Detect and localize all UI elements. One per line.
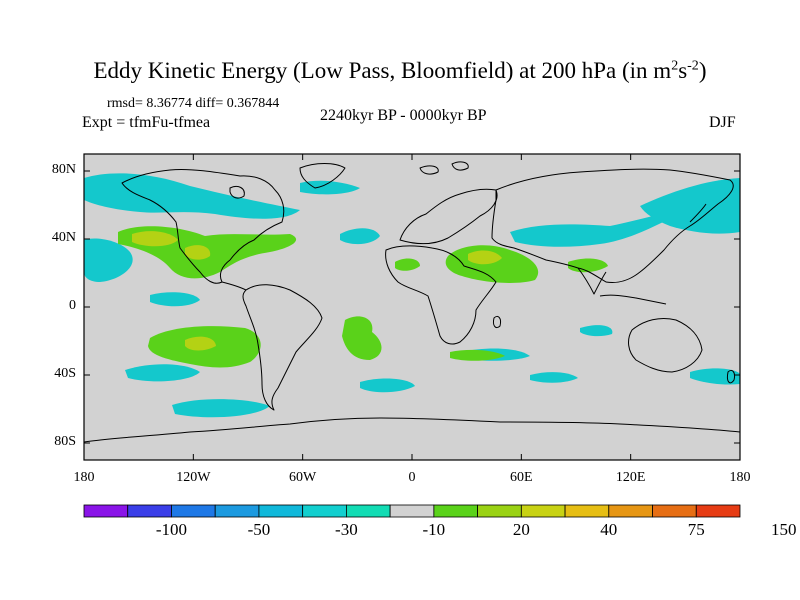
colorbar-label: 20 [512, 520, 530, 539]
anomaly-africa-core [468, 250, 502, 265]
colorbar-box [171, 504, 216, 518]
y-tick-label: 40S [54, 366, 76, 381]
x-tick-label: 180 [729, 470, 751, 485]
coastline-arctic-islands [419, 165, 439, 175]
anomaly-south-pacific-b [172, 399, 270, 418]
colorbar-box [345, 504, 391, 518]
anomaly-south-pacific-a [125, 364, 200, 382]
colorbar-label: -10 [422, 520, 446, 539]
x-tick-label: 120E [615, 470, 646, 485]
x-tick-label: 0 [408, 470, 416, 485]
negative-anomaly-regions [84, 173, 740, 418]
anomaly-mexico-core [185, 245, 211, 260]
colorbar-box [258, 504, 304, 518]
anomaly-south-america-east [342, 316, 382, 360]
coastlines [84, 161, 740, 443]
y-tick-label: 40N [51, 230, 76, 245]
coastline-indonesia [599, 294, 667, 305]
y-tick-label: 80N [51, 162, 76, 177]
coastline-new-zealand [727, 369, 735, 384]
anomaly-arctic-pacific [300, 180, 360, 195]
colorbar-box [564, 504, 610, 518]
x-tick-label: 180 [73, 470, 95, 485]
stats-text: rmsd= 8.36774 diff= 0.367844 [107, 96, 280, 111]
coastline-japan [689, 203, 707, 223]
colorbar-box [652, 504, 697, 518]
anomaly-north-pacific [84, 173, 300, 219]
anomaly-east-pacific-south [150, 292, 200, 307]
experiment-label: Expt = tfmFu-tfmea [82, 114, 211, 131]
strong-positive-regions [132, 231, 502, 351]
y-tick-label: 0 [69, 298, 76, 313]
period-label: 2240kyr BP - 0000kyr BP [320, 107, 487, 124]
anomaly-atlantic-north [340, 228, 380, 245]
colorbar-label: 150 [770, 520, 797, 539]
coastline-australia [628, 317, 703, 373]
anomaly-south-pacific-core [185, 336, 216, 351]
colorbar-label: 40 [600, 520, 618, 539]
colorbar-box [389, 504, 435, 518]
y-tick-label: 80S [54, 434, 76, 449]
coastline-antarctica [84, 417, 740, 443]
colorbar-box [214, 504, 260, 518]
colorbar-box [302, 504, 347, 518]
colorbar-box [520, 504, 566, 518]
anomaly-north-atlantic [395, 258, 420, 271]
colorbar-label: -100 [155, 520, 188, 539]
colorbar [83, 504, 741, 518]
coastline-greenland [299, 163, 346, 189]
colorbar-box [83, 504, 129, 518]
anomaly-northwest-pacific [640, 178, 740, 234]
anomaly-north-america-core [132, 231, 178, 247]
coastline-north-america [121, 168, 285, 284]
colorbar-label: 75 [687, 520, 705, 539]
colorbar-label: -50 [247, 520, 271, 539]
colorbar-box [608, 504, 653, 518]
anomaly-east-pacific-tropics [84, 238, 133, 282]
colorbar-box [695, 504, 741, 518]
axis-ticks [83, 154, 741, 460]
season-label: DJF [709, 114, 736, 131]
anomaly-indian-ocean-east [580, 325, 613, 337]
coastline-svalbard [451, 161, 469, 171]
coastline-south-america [242, 284, 323, 411]
colorbar-box [433, 504, 479, 518]
coastline-asia [491, 168, 734, 283]
colorbar-label: -30 [335, 520, 358, 539]
anomaly-south-atlantic [360, 378, 415, 393]
chart-title: Eddy Kinetic Energy (Low Pass, Bloomfiel… [93, 58, 707, 83]
colorbar-box [477, 504, 522, 518]
coastline-madagascar [493, 315, 501, 329]
anomaly-eurasia [510, 208, 690, 247]
coastline-india [577, 267, 607, 295]
anomaly-fields [84, 161, 740, 443]
anomaly-indian-ocean [450, 349, 505, 361]
anomaly-australia-south [530, 372, 578, 383]
x-tick-label: 60W [289, 470, 317, 485]
colorbar-box [127, 504, 172, 518]
x-tick-label: 60E [510, 470, 533, 485]
coastline-africa [385, 245, 497, 345]
coastline-central-america [221, 281, 247, 291]
coastline-hudson-bay [229, 185, 245, 199]
x-tick-label: 120W [176, 470, 211, 485]
